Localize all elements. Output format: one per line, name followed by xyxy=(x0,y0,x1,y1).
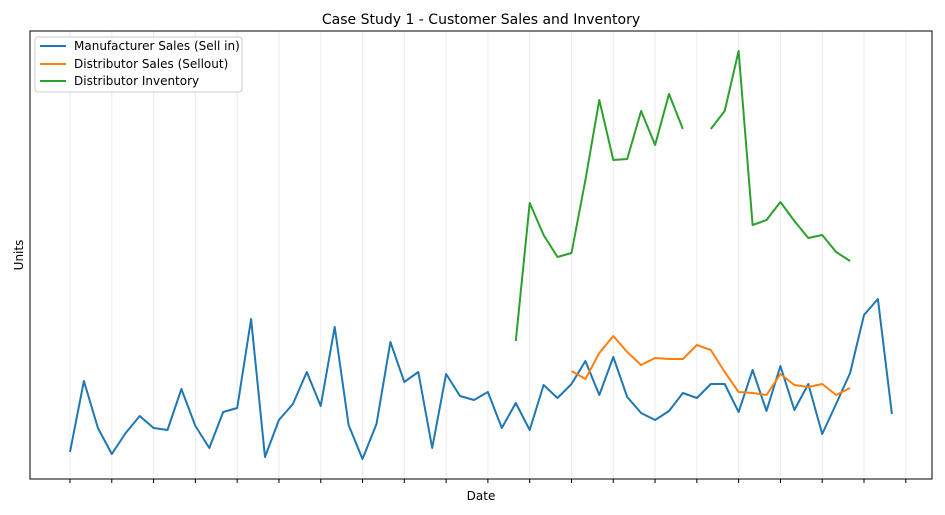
series-line-distributor-inventory xyxy=(514,93,684,342)
series-line-distributor-sales-sellout xyxy=(571,335,851,396)
x-axis-label: Date xyxy=(467,489,496,503)
x-ticks xyxy=(69,479,907,483)
legend-label-manufacturer: Manufacturer Sales (Sell in) xyxy=(74,39,240,53)
series-line-manufacturer-sales-sell-in xyxy=(69,298,893,460)
legend: Manufacturer Sales (Sell in) Distributor… xyxy=(34,36,243,93)
y-axis-label: Units xyxy=(12,240,26,271)
series-line-distributor-inventory xyxy=(710,50,851,262)
legend-label-distributor-sales: Distributor Sales (Sellout) xyxy=(74,57,228,71)
grid-lines xyxy=(69,31,907,479)
legend-box xyxy=(34,36,243,93)
legend-label-distributor-inventory: Distributor Inventory xyxy=(74,74,199,88)
chart-title: Case Study 1 - Customer Sales and Invent… xyxy=(322,12,640,28)
plot-frame xyxy=(29,30,933,480)
series-lines xyxy=(69,50,893,460)
